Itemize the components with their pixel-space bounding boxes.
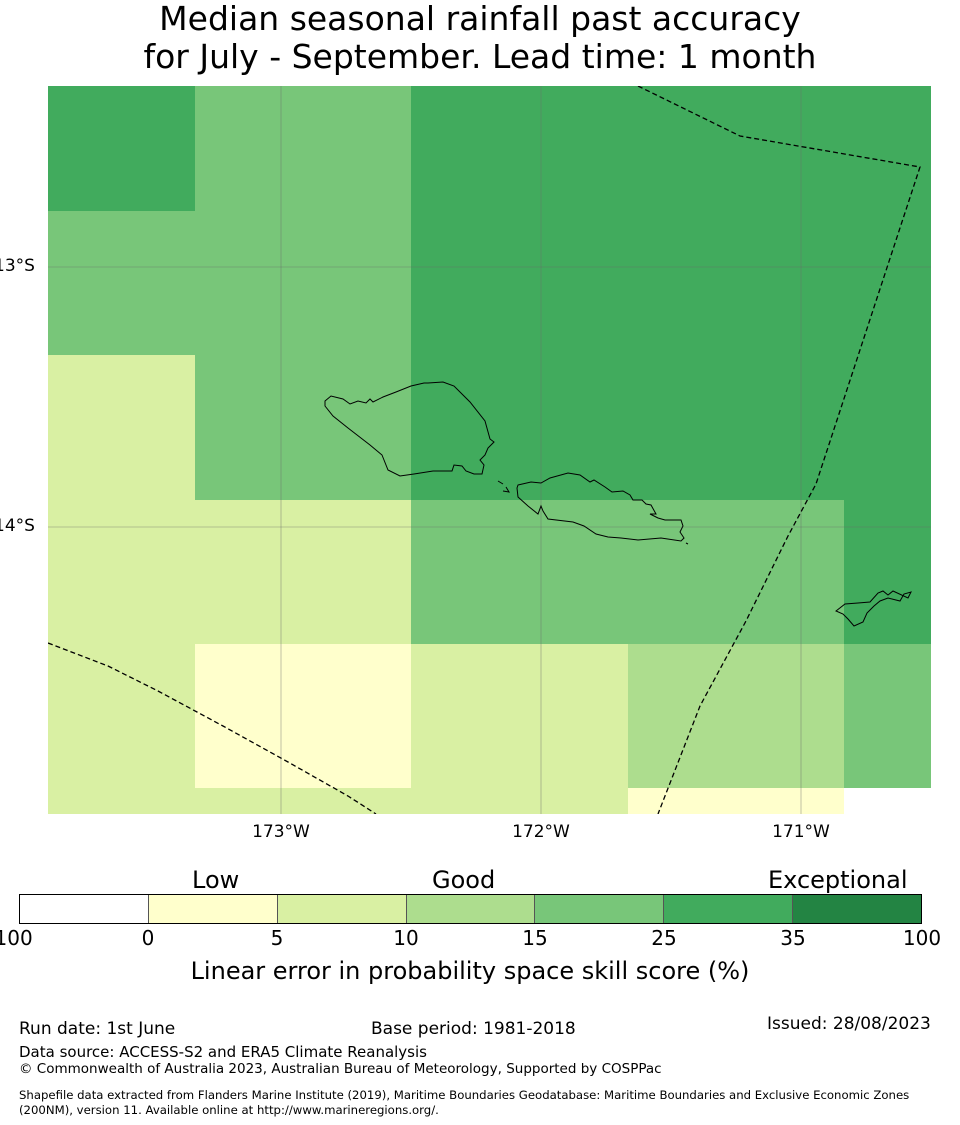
- colorbar: [19, 894, 922, 924]
- grid-cell: [195, 644, 411, 788]
- grid-cell: [195, 500, 411, 644]
- grid-cell: [844, 500, 931, 644]
- grid-cell: [48, 788, 628, 814]
- grid-cell: [411, 644, 628, 788]
- colorbar-swatch: [148, 895, 278, 923]
- colorbar-tick: 100: [902, 926, 942, 950]
- colorbar-swatch: [406, 895, 536, 923]
- eez-boundary-east: [637, 86, 921, 814]
- islands: [324, 381, 912, 627]
- colorbar-swatch: [535, 895, 665, 923]
- grid-cell: [628, 644, 844, 788]
- skill-map-canvas: [48, 86, 931, 814]
- grid-cell: [48, 500, 195, 644]
- colorbar-tick: 0: [141, 926, 155, 950]
- lat-label-14s: 14°S: [0, 516, 35, 536]
- shapefile-credit-line-2: (200NM), version 11. Available online at…: [19, 1103, 439, 1117]
- copyright: © Commonwealth of Australia 2023, Austra…: [19, 1061, 662, 1077]
- colorbar-category-low: Low: [192, 866, 240, 894]
- grid-cell: [411, 355, 931, 500]
- map-title-line-2: for July - September. Lead time: 1 month: [143, 37, 817, 76]
- grid-cell: [628, 788, 844, 814]
- colorbar-tick: 15: [522, 926, 548, 950]
- grid-cell: [411, 86, 931, 211]
- savaii-island: [324, 381, 495, 477]
- grid-cell: [195, 86, 411, 211]
- grid-cell: [48, 644, 195, 788]
- grid-cell: [48, 355, 195, 500]
- grid-cell: [411, 211, 931, 355]
- issued-date: Issued: 28/08/2023: [767, 1014, 931, 1034]
- colorbar-swatch: [277, 895, 407, 923]
- colorbar-label: Linear error in probability space skill …: [190, 957, 750, 985]
- colorbar-tick: 25: [651, 926, 677, 950]
- lon-label-172w: 172°W: [512, 822, 570, 842]
- colorbar-tick: 35: [780, 926, 806, 950]
- eez-boundary-south: [48, 642, 377, 814]
- graticule: [48, 86, 931, 814]
- run-date: Run date: 1st June: [19, 1019, 176, 1039]
- tutuila-island: [835, 590, 912, 627]
- grid-cell: [48, 86, 195, 211]
- skill-map: [48, 86, 931, 814]
- shapefile-credit-line-1: Shapefile data extracted from Flanders M…: [19, 1088, 910, 1102]
- colorbar-category-exceptional: Exceptional: [768, 866, 908, 894]
- eez-boundaries: [48, 86, 921, 814]
- base-period: Base period: 1981-2018: [371, 1019, 576, 1039]
- grid-cell: [411, 500, 844, 644]
- lat-label-13s: 13°S: [0, 256, 35, 276]
- lon-label-173w: 173°W: [252, 822, 310, 842]
- grid-cell: [195, 355, 411, 500]
- grid-cell: [48, 211, 195, 355]
- colorbar-swatch: [793, 895, 922, 923]
- lon-label-171w: 171°W: [772, 822, 830, 842]
- grid-cell: [844, 788, 931, 814]
- data-source: Data source: ACCESS-S2 and ERA5 Climate …: [19, 1043, 427, 1061]
- colorbar-swatch: [664, 895, 794, 923]
- grid-cell: [844, 644, 931, 788]
- colorbar-tick: 10: [393, 926, 419, 950]
- colorbar-tick: 5: [270, 926, 284, 950]
- colorbar-swatch: [20, 895, 149, 923]
- upolu-island: [497, 472, 689, 545]
- grid-cell: [195, 211, 411, 355]
- map-title-line-1: Median seasonal rainfall past accuracy: [159, 0, 801, 38]
- colorbar-category-good: Good: [432, 866, 496, 894]
- colorbar-tick: -100: [0, 926, 33, 950]
- skill-grid: [48, 86, 931, 814]
